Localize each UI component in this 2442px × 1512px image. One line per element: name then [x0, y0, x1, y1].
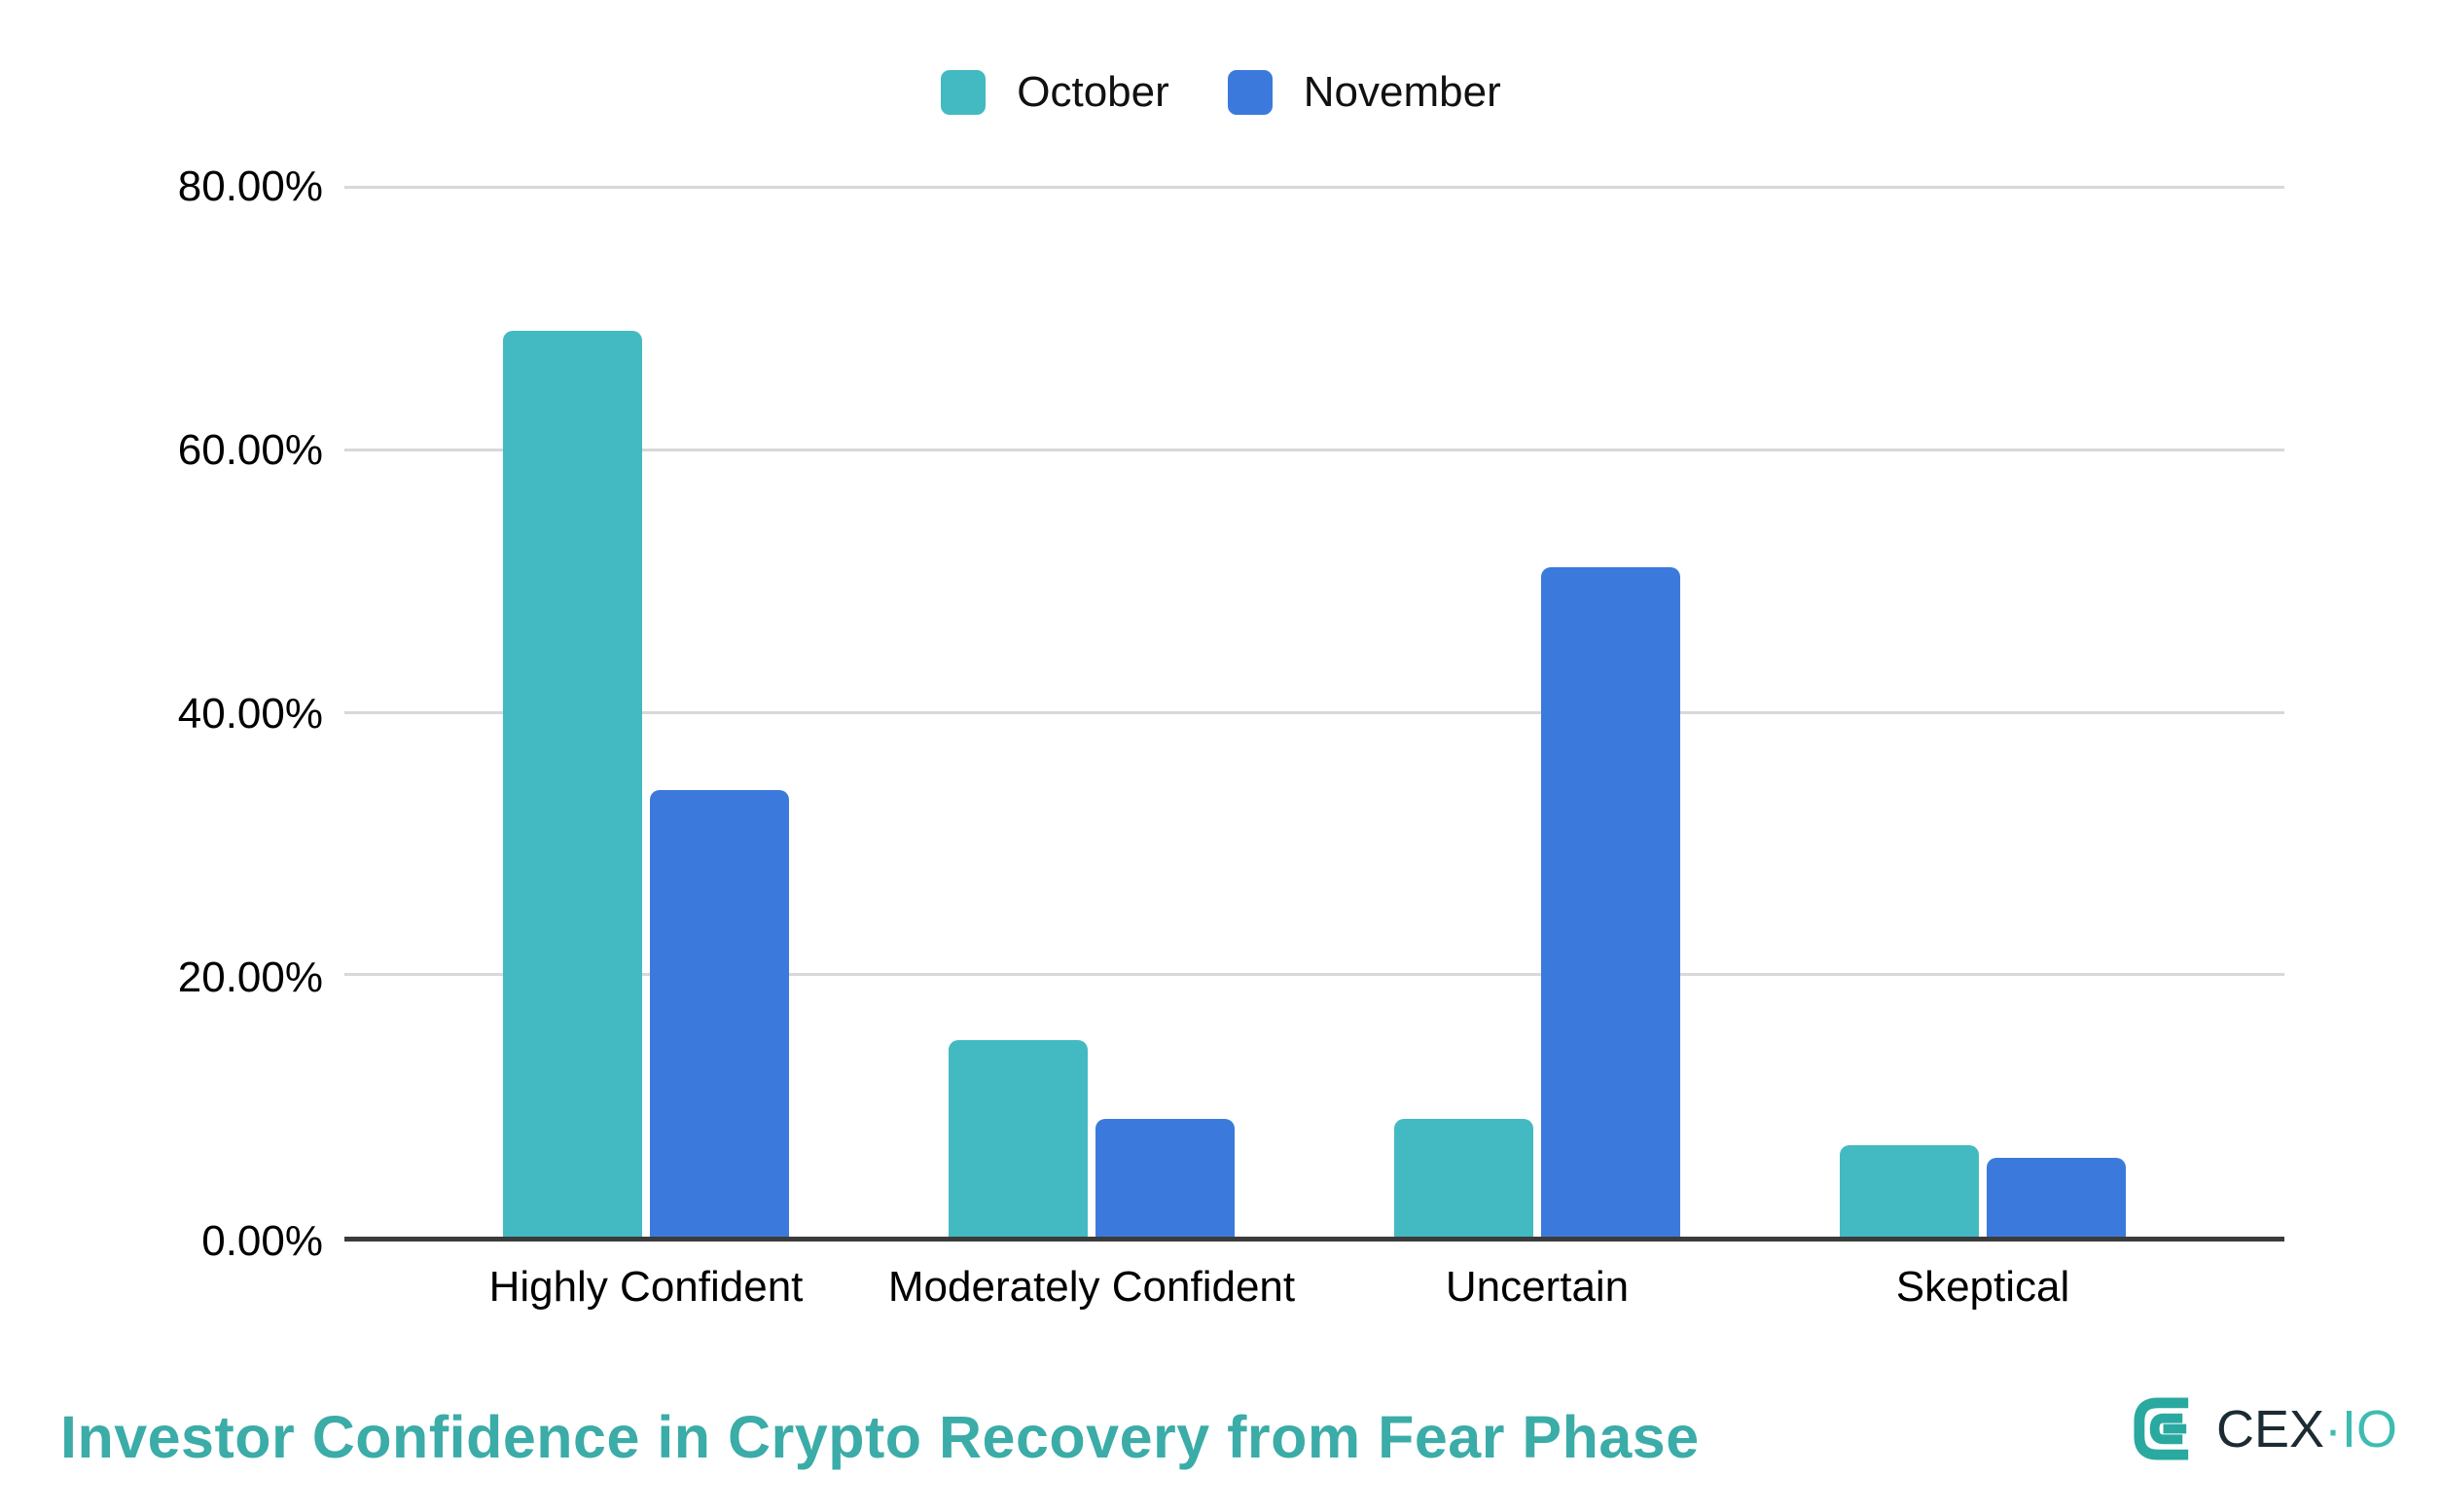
gridline: [344, 448, 2284, 451]
bars-container: [344, 187, 2284, 1237]
bar-october: [503, 331, 642, 1237]
logo-text-io: IO: [2342, 1399, 2398, 1458]
legend-swatch-icon: [941, 70, 987, 115]
legend-label: November: [1303, 68, 1501, 116]
gridline: [344, 710, 2284, 714]
y-axis-tick-label: 80.00%: [177, 162, 323, 210]
y-axis-tick-label: 0.00%: [201, 1217, 323, 1265]
y-axis-tick-label: 40.00%: [177, 690, 323, 738]
x-axis-label: Uncertain: [1445, 1263, 1630, 1311]
legend: October November: [0, 68, 2442, 117]
chart-title: Investor Confidence in Crypto Recovery f…: [60, 1404, 1700, 1470]
bar-october: [1394, 1118, 1533, 1237]
logo-text-cex: CEX: [2216, 1399, 2325, 1458]
y-axis: 80.00% 60.00% 40.00% 20.00% 0.00%: [0, 162, 323, 1265]
y-axis-tick-label: 20.00%: [177, 954, 323, 1001]
cexio-logo: CEX·IO: [2131, 1394, 2397, 1463]
gridline: [344, 973, 2284, 977]
plot-area: [344, 186, 2284, 1242]
bar-november: [1541, 567, 1680, 1237]
logo-text-dot: ·: [2324, 1399, 2343, 1458]
bar-group-uncertain: [1314, 187, 1760, 1237]
x-axis-label: Skeptical: [1895, 1263, 2070, 1311]
x-axis: Highly Confident Moderately Confident Unce…: [344, 1263, 2284, 1312]
legend-swatch-icon: [1227, 70, 1273, 115]
bar-october: [949, 1039, 1088, 1237]
legend-item-november: November: [1227, 68, 1501, 117]
bar-october: [1840, 1144, 1979, 1237]
bar-november: [1095, 1118, 1235, 1237]
bar-group-skeptical: [1760, 187, 2206, 1237]
bar-group-highly-confident: [423, 187, 869, 1237]
bar-november: [1987, 1158, 2126, 1237]
legend-item-october: October: [941, 68, 1169, 117]
cexio-logo-text: CEX·IO: [2216, 1399, 2397, 1459]
y-axis-tick-label: 60.00%: [177, 426, 323, 474]
x-axis-label: Moderately Confident: [887, 1263, 1296, 1311]
cexio-logo-mark-icon: [2134, 1397, 2189, 1460]
legend-label: October: [1017, 68, 1169, 116]
x-axis-label: Highly Confident: [488, 1263, 804, 1311]
bar-november: [650, 790, 789, 1237]
bar-group-moderately-confident: [869, 187, 1314, 1237]
gridline: [344, 186, 2284, 189]
